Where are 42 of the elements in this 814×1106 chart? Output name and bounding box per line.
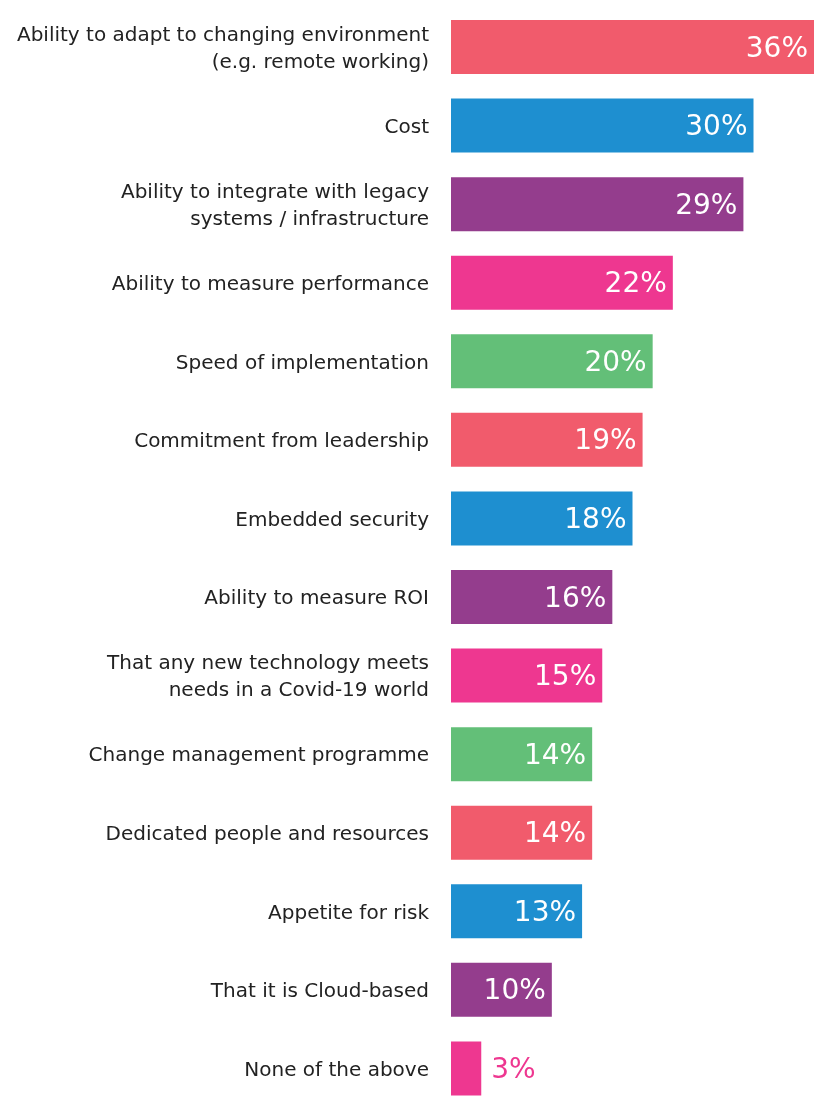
y-tick-label: Change management programme — [88, 742, 429, 767]
data-label: 14% — [523, 737, 587, 771]
data-label: 15% — [534, 659, 597, 693]
bar — [451, 491, 633, 546]
data-label: 29% — [675, 187, 738, 221]
y-tick-label: None of the above — [244, 1056, 429, 1081]
data-label: 30% — [685, 109, 748, 143]
y-tick-label: That it is Cloud-based — [209, 978, 429, 1003]
y-tick-label: Embedded security — [235, 506, 430, 531]
bar — [451, 570, 613, 624]
data-label: 36% — [745, 30, 808, 64]
bar — [451, 805, 593, 860]
bar — [451, 727, 593, 782]
bar — [451, 884, 583, 939]
bar — [451, 1041, 482, 1096]
y-tick-label: Cost — [384, 113, 430, 138]
y-tick-label: Ability to integrate with legacy systems / infrastructure — [120, 178, 430, 230]
bar — [451, 98, 754, 153]
data-label: 13% — [513, 894, 577, 928]
bar — [451, 334, 653, 389]
data-label: 20% — [584, 344, 647, 378]
y-tick-label: Ability to measure performance — [111, 271, 429, 295]
bar — [451, 177, 744, 232]
data-label: 18% — [564, 501, 627, 535]
y-tick-label: Commitment from leadership — [134, 428, 429, 453]
y-tick-label: Speed of implementation — [175, 349, 429, 374]
data-label: 3% — [491, 1051, 536, 1085]
bar — [451, 20, 814, 74]
data-label: 22% — [604, 266, 667, 300]
y-tick-label: Dedicated people and resources — [105, 821, 429, 845]
y-tick-label: That any new technology meets needs in a Covid-19 world — [106, 650, 429, 702]
y-tick-label: Ability to measure ROI — [204, 585, 429, 610]
data-label: 16% — [544, 580, 607, 614]
y-tick-label: Ability to adapt to changing environment (e.g. remote working) — [16, 21, 430, 73]
bar — [451, 255, 673, 310]
data-label: 10% — [483, 973, 546, 1007]
y-tick-label: Appetite for risk — [268, 899, 430, 924]
bar — [451, 962, 552, 1017]
bar — [451, 648, 603, 703]
data-label: 14% — [523, 816, 587, 850]
bar — [451, 412, 643, 467]
data-label: 19% — [574, 423, 637, 457]
